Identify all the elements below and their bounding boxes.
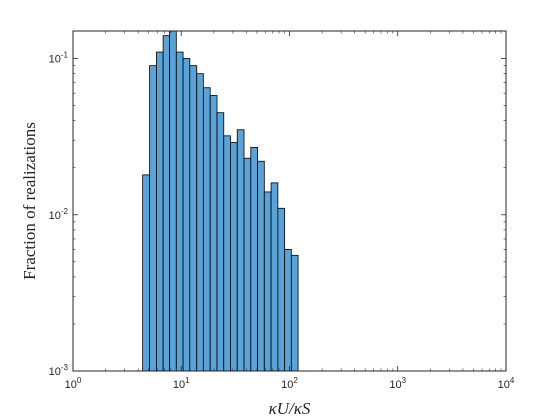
histogram-bar [236,129,245,372]
x-tick-label: 102 [281,376,298,391]
y-tick-label: 10-2 [49,207,69,222]
histogram-bar [230,142,238,372]
x-tick-label: 103 [389,376,406,391]
histogram-bar [277,207,286,372]
x-axis-ticks: 100 101 102 103 104 [65,31,515,391]
y-tick-label: 10-3 [49,363,69,378]
histogram-bar [284,249,292,372]
histogram-bar [263,191,272,372]
histogram-bar [149,65,157,372]
x-tick-label: 104 [498,376,515,391]
histogram-bar [156,51,164,372]
x-tick-label: 100 [65,376,82,391]
histogram-bar [250,146,258,372]
histogram-bar [257,160,265,372]
x-tick-label: 101 [173,376,190,391]
y-axis-ticks: 10-3 10-2 10-1 [49,51,506,378]
histogram-bar [196,73,204,372]
histogram-bar [223,135,231,372]
histogram-bar [216,112,225,372]
histogram-bar [142,174,150,372]
histogram-bar [243,157,252,372]
y-tick-label: 10-1 [49,51,69,66]
histogram-bar [270,182,279,372]
histogram-bar [162,35,170,372]
histogram-bar [290,254,299,372]
x-axis-label: κU/κS [269,399,311,418]
histogram-bar [182,58,191,372]
histogram-bar [169,30,177,372]
histogram-bar [209,95,218,372]
histogram-bar [189,65,198,372]
y-axis-label: Fraction of realizations [20,122,39,280]
histogram-bar [202,87,211,372]
histogram-bar [175,51,184,372]
